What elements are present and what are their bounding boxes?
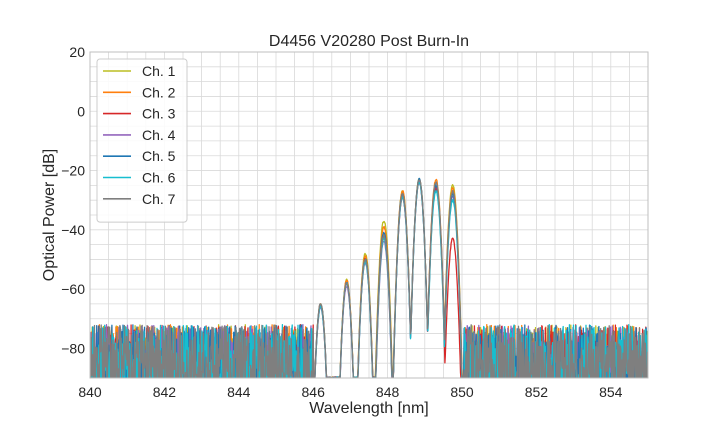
legend-label-ch-1: Ch. 1 — [142, 63, 176, 79]
y-tick-label: −60 — [61, 281, 85, 297]
legend-label-ch-4: Ch. 4 — [142, 127, 176, 143]
x-tick-label: 846 — [302, 384, 326, 400]
x-axis-title: Wavelength [nm] — [309, 400, 428, 417]
x-tick-label: 842 — [153, 384, 177, 400]
chart-title: D4456 V20280 Post Burn-In — [269, 33, 469, 50]
plot-border — [89, 51, 649, 379]
y-axis-title: Optical Power [dB] — [41, 149, 58, 282]
y-tick-label: 20 — [69, 44, 85, 60]
x-axis-ticks: 840 842 844 846 848 850 852 854 — [78, 384, 622, 400]
x-tick-label: 854 — [599, 384, 623, 400]
x-tick-label: 844 — [227, 384, 251, 400]
y-axis-ticks: 20 0 −20 −40 −60 −80 — [61, 44, 85, 356]
x-tick-label: 840 — [78, 384, 102, 400]
plot-frame — [89, 51, 649, 379]
legend-label-ch-2: Ch. 2 — [142, 84, 176, 100]
legend: Ch. 1 Ch. 2 Ch. 3 Ch. 4 Ch. 5 Ch. 6 Ch. 7 — [96, 58, 188, 223]
legend-label-ch-6: Ch. 6 — [142, 170, 176, 186]
y-tick-label: −40 — [61, 222, 85, 238]
legend-box — [96, 58, 188, 223]
x-tick-label: 848 — [376, 384, 400, 400]
y-tick-label: −20 — [61, 163, 85, 179]
legend-label-ch-5: Ch. 5 — [142, 148, 176, 164]
y-tick-label: −80 — [61, 340, 85, 356]
y-tick-label: 0 — [77, 103, 85, 119]
legend-label-ch-3: Ch. 3 — [142, 106, 176, 122]
series-layer — [90, 177, 648, 378]
x-tick-label: 852 — [525, 384, 549, 400]
series-line-ch-7 — [90, 179, 648, 378]
x-tick-label: 850 — [450, 384, 474, 400]
legend-label-ch-7: Ch. 7 — [142, 191, 176, 207]
